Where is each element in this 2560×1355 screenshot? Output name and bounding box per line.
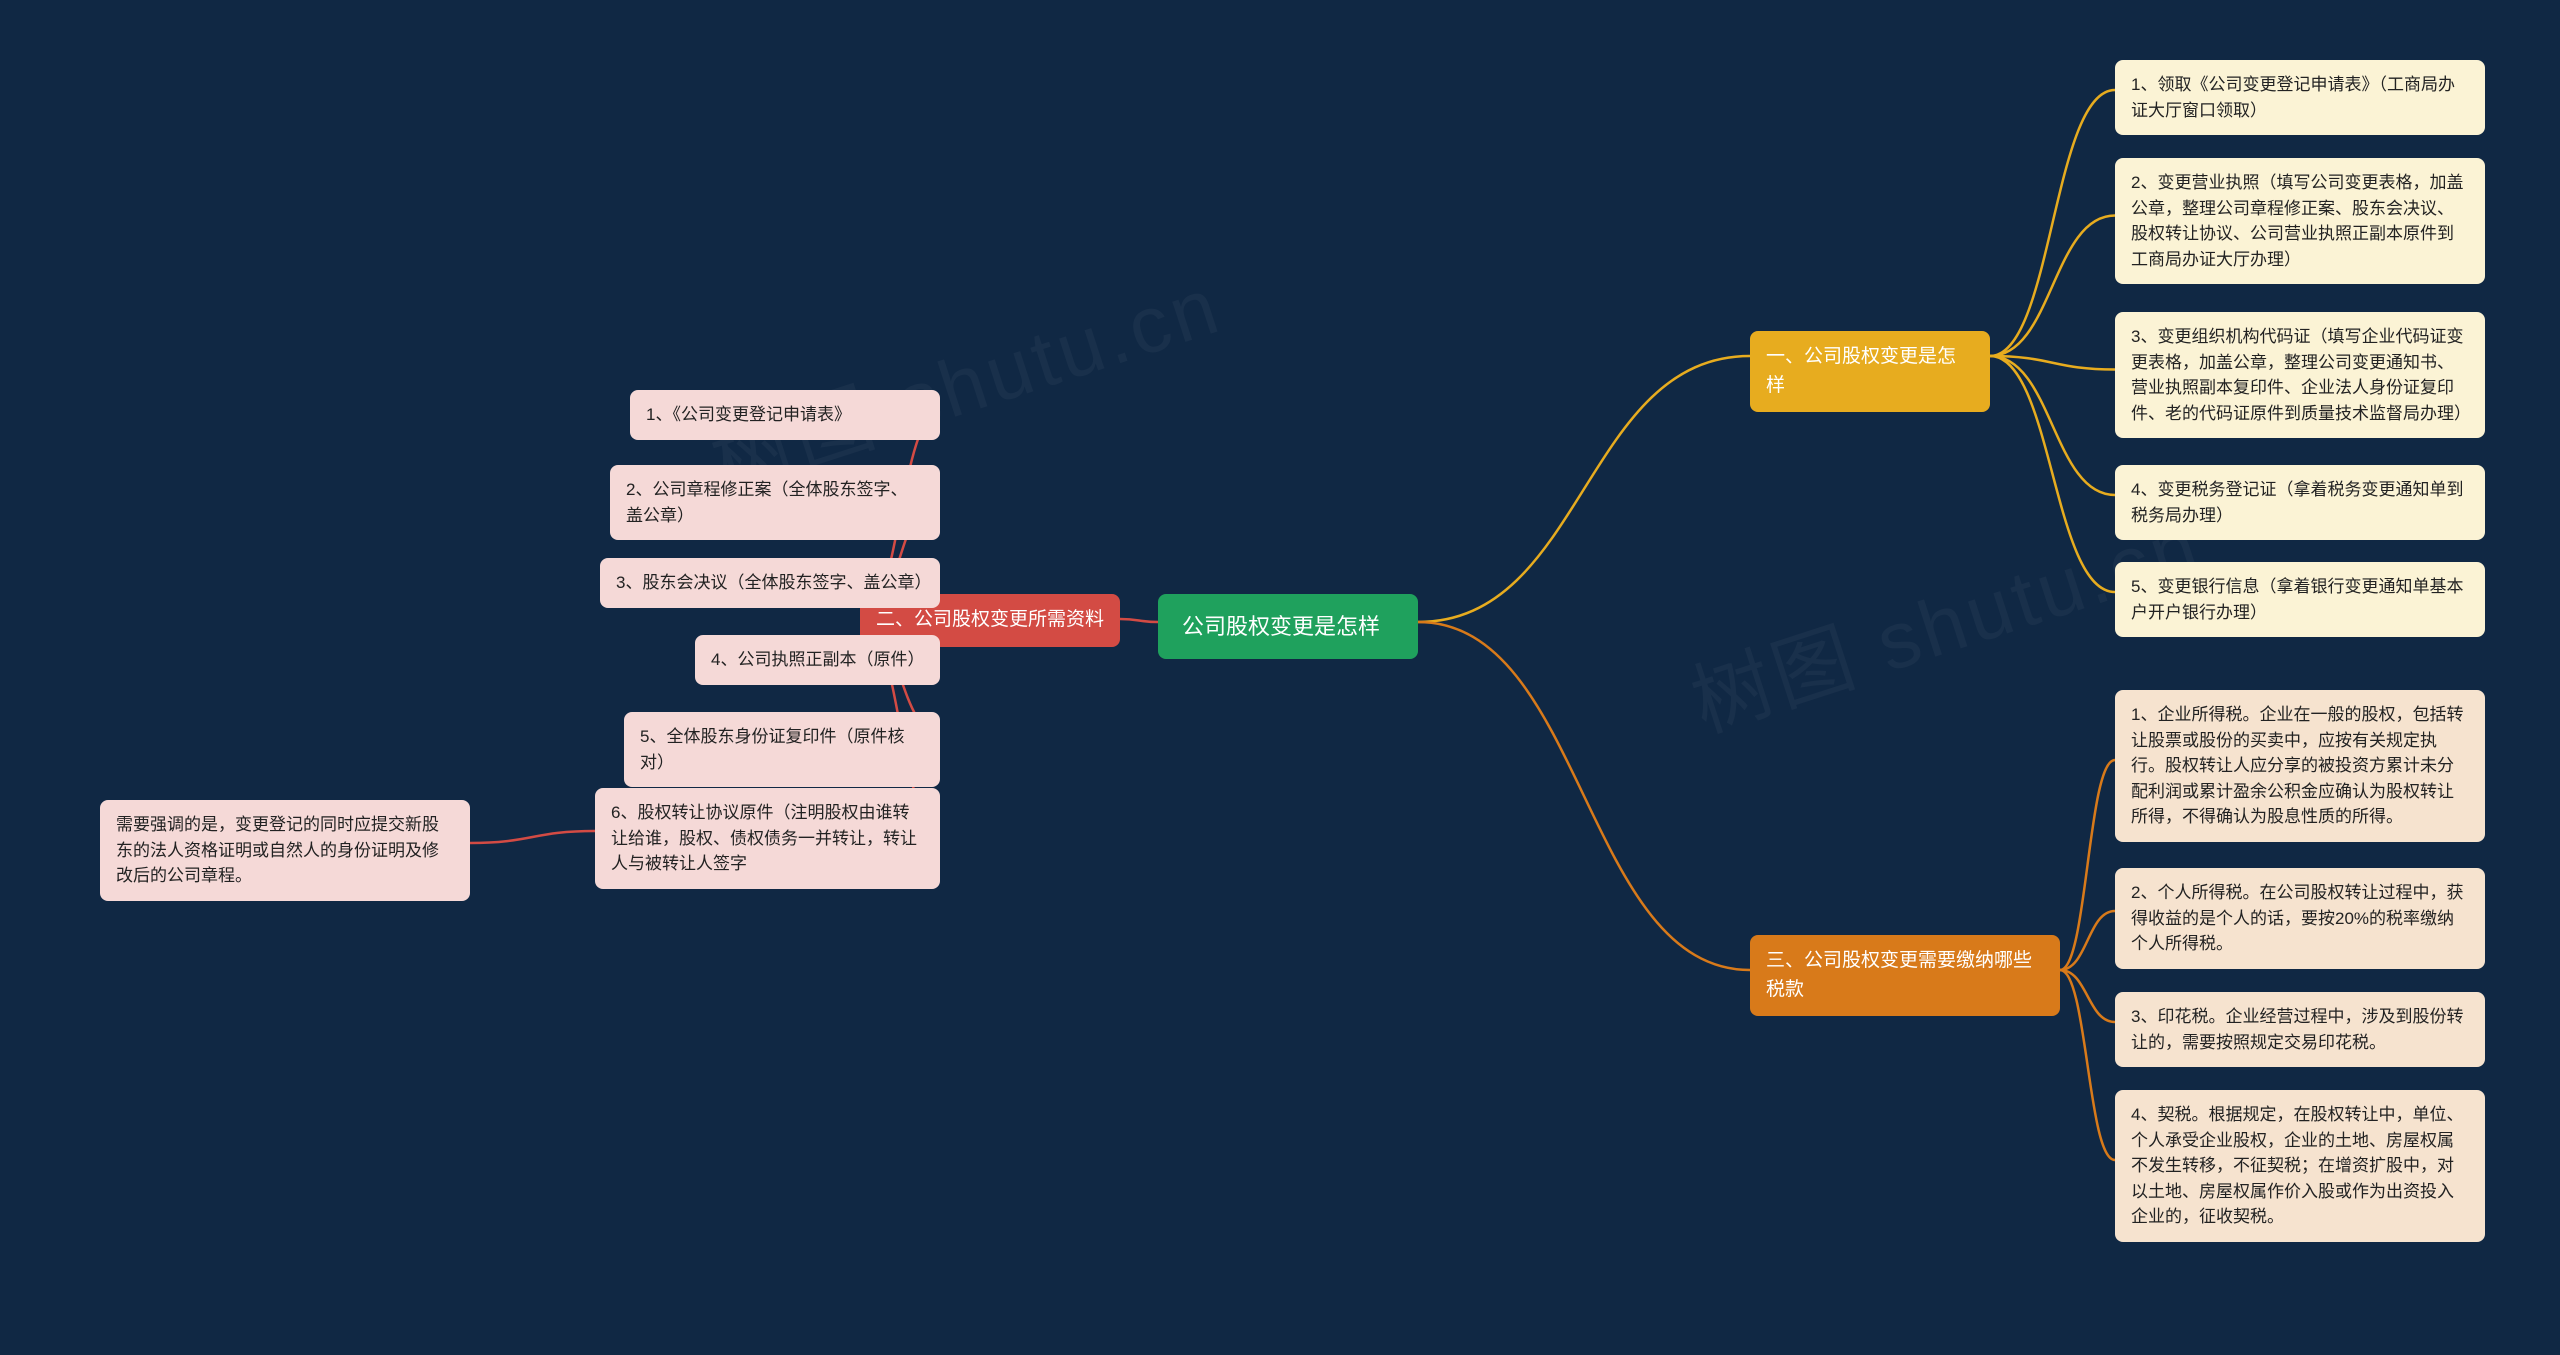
branch-three[interactable]: 三、公司股权变更需要缴纳哪些税款	[1750, 935, 2060, 1016]
one-leaf-2[interactable]: 2、变更营业执照（填写公司变更表格，加盖公章，整理公司章程修正案、股东会决议、股…	[2115, 158, 2485, 284]
three-leaf-3[interactable]: 3、印花税。企业经营过程中，涉及到股份转让的，需要按照规定交易印花税。	[2115, 992, 2485, 1067]
two-leaf-5[interactable]: 5、全体股东身份证复印件（原件核对）	[624, 712, 940, 787]
two-leaf-3[interactable]: 3、股东会决议（全体股东签字、盖公章）	[600, 558, 940, 608]
two-leaf-4[interactable]: 4、公司执照正副本（原件）	[695, 635, 940, 685]
branch-one[interactable]: 一、公司股权变更是怎样	[1750, 331, 1990, 412]
two-leaf-6-extra[interactable]: 需要强调的是，变更登记的同时应提交新股东的法人资格证明或自然人的身份证明及修改后…	[100, 800, 470, 901]
two-leaf-6[interactable]: 6、股权转让协议原件（注明股权由谁转让给谁，股权、债权债务一并转让，转让人与被转…	[595, 788, 940, 889]
two-leaf-2[interactable]: 2、公司章程修正案（全体股东签字、盖公章）	[610, 465, 940, 540]
root-node[interactable]: 公司股权变更是怎样	[1158, 594, 1418, 659]
two-leaf-1[interactable]: 1、《公司变更登记申请表》	[630, 390, 940, 440]
three-leaf-4[interactable]: 4、契税。根据规定，在股权转让中，单位、个人承受企业股权，企业的土地、房屋权属不…	[2115, 1090, 2485, 1242]
three-leaf-2[interactable]: 2、个人所得税。在公司股权转让过程中，获得收益的是个人的话，要按20%的税率缴纳…	[2115, 868, 2485, 969]
one-leaf-4[interactable]: 4、变更税务登记证（拿着税务变更通知单到税务局办理）	[2115, 465, 2485, 540]
one-leaf-1[interactable]: 1、领取《公司变更登记申请表》（工商局办证大厅窗口领取）	[2115, 60, 2485, 135]
one-leaf-5[interactable]: 5、变更银行信息（拿着银行变更通知单基本户开户银行办理）	[2115, 562, 2485, 637]
one-leaf-3[interactable]: 3、变更组织机构代码证（填写企业代码证变更表格，加盖公章，整理公司变更通知书、营…	[2115, 312, 2485, 438]
three-leaf-1[interactable]: 1、企业所得税。企业在一般的股权，包括转让股票或股份的买卖中，应按有关规定执行。…	[2115, 690, 2485, 842]
